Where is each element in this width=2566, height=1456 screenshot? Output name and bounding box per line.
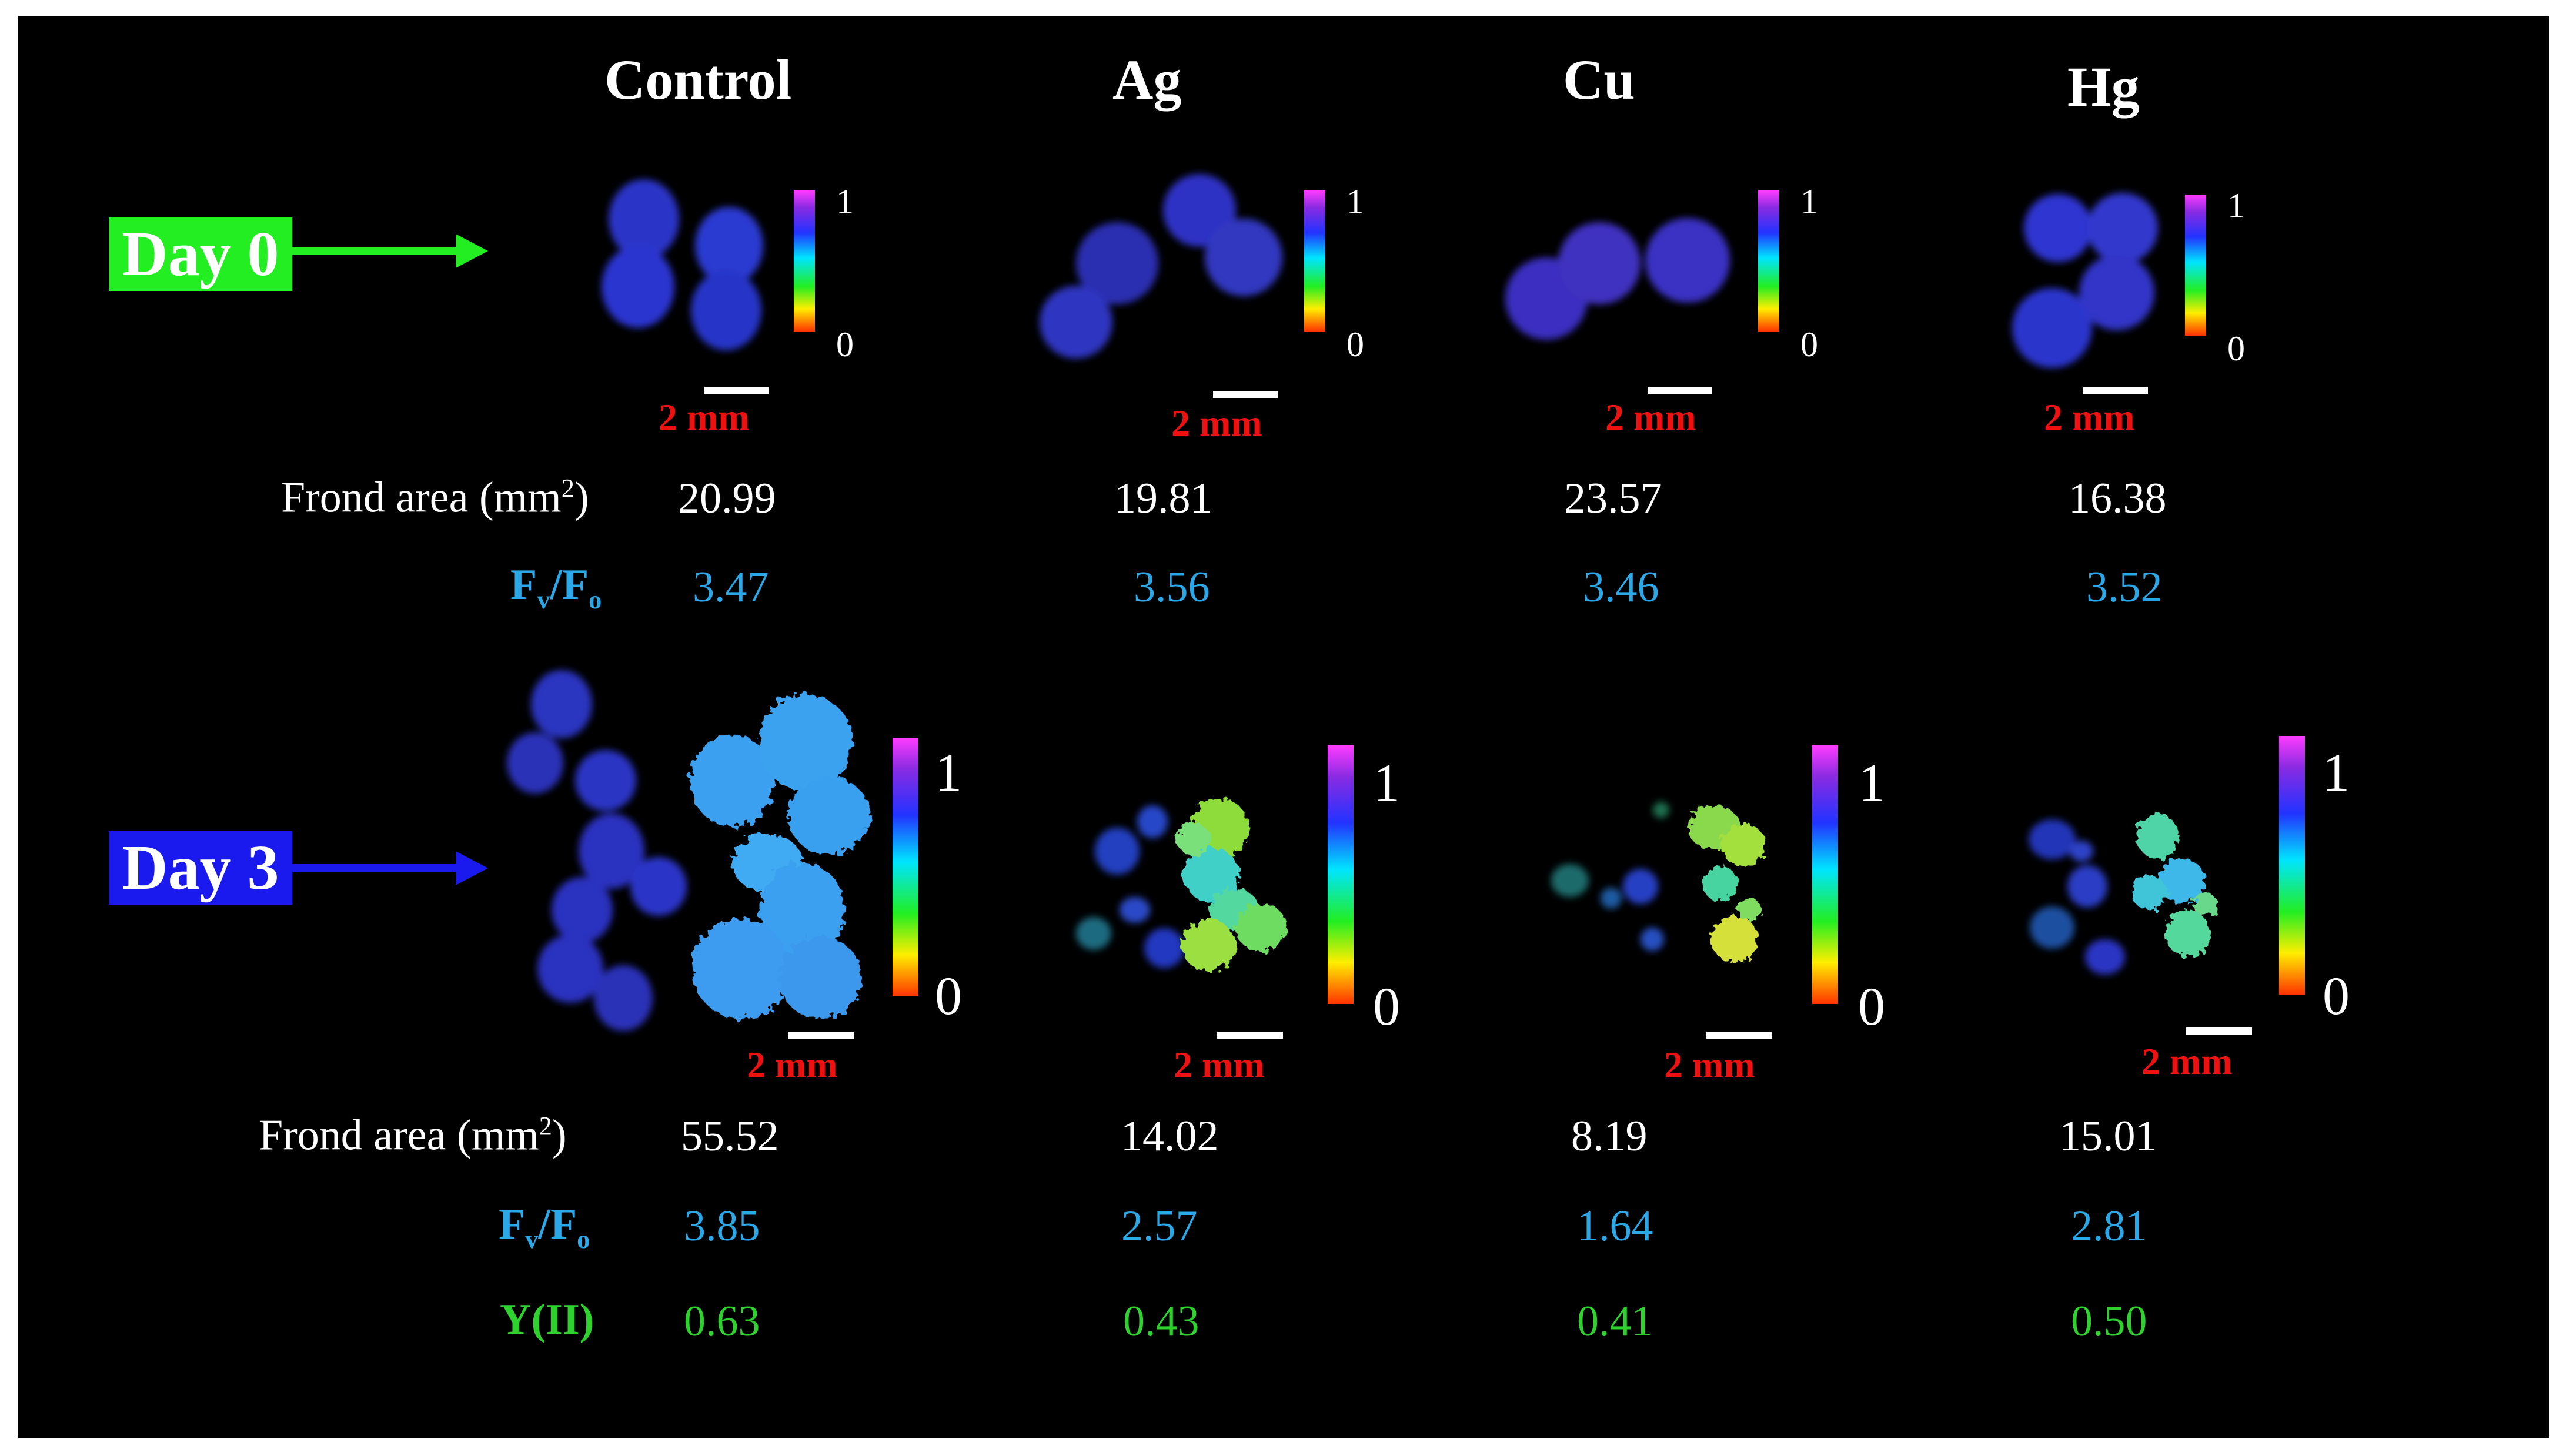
- column-header-cu: Cu: [1563, 48, 1635, 111]
- column-header-ag: Ag: [1112, 48, 1182, 111]
- day0-fvfo-cu: 3.46: [1583, 563, 1659, 611]
- column-header-hg: Hg: [2067, 55, 2140, 118]
- day3-cu-scalebar: [1706, 1032, 1772, 1039]
- day3-hg-colorbar-min: 0: [2323, 966, 2350, 1026]
- day0-ag-colorbar-min: 0: [1347, 325, 1364, 364]
- day3-hg-colorbar: [2279, 736, 2305, 995]
- day3-ag-scalebar-label: 2 mm: [1174, 1044, 1265, 1086]
- day0-control-colorbar: [794, 190, 815, 332]
- day3-cu-colorbar: [1812, 745, 1838, 1004]
- day3-ag-frond-image: [1076, 798, 1287, 971]
- day0-control-colorbar-max: 1: [836, 182, 854, 221]
- day3-fvfo-control: 3.85: [684, 1202, 760, 1250]
- day0-hg-scalebar-label: 2 mm: [2044, 396, 2135, 438]
- day3-frond-area-hg: 15.01: [2059, 1112, 2157, 1160]
- day3-yii-ag: 0.43: [1123, 1297, 1200, 1345]
- day3-control-frond-image: [507, 670, 870, 1031]
- day0-cu-scalebar-label: 2 mm: [1605, 396, 1696, 438]
- day3-cu-colorbar-min: 0: [1858, 976, 1885, 1036]
- day0-hg-colorbar-min: 0: [2227, 329, 2245, 368]
- day0-ag-frond-image: [1040, 174, 1282, 359]
- day3-frond-area-label: Frond area (mm2): [259, 1111, 567, 1160]
- day3-frond-area-cu: 8.19: [1571, 1112, 1648, 1160]
- day3-control-scalebar: [788, 1032, 854, 1039]
- day3-yii-label: Y(II): [500, 1296, 594, 1344]
- day3-fvfo-cu: 1.64: [1577, 1202, 1653, 1250]
- day0-cu-frond-image: [1505, 218, 1730, 340]
- day0-control-frond-image: [602, 179, 763, 350]
- day0-arrow: [288, 234, 488, 268]
- day3-frond-area-control: 55.52: [681, 1112, 779, 1160]
- day3-label: Day 3: [109, 831, 292, 905]
- day3-cu-colorbar-max: 1: [1858, 753, 1885, 813]
- day0-fvfo-control: 3.47: [693, 563, 769, 611]
- day3-fvfo-ag: 2.57: [1121, 1202, 1198, 1250]
- day0-cu-scalebar: [1648, 387, 1712, 394]
- day3-control-colorbar-max: 1: [935, 742, 962, 802]
- day0-fvfo-hg: 3.52: [2086, 563, 2163, 611]
- day0-frond-area-ag: 19.81: [1114, 474, 1212, 523]
- day3-frond-area-ag: 14.02: [1121, 1112, 1219, 1160]
- day0-label: Day 0: [109, 217, 292, 291]
- day3-fvfo-label: Fv/Fo: [499, 1200, 590, 1254]
- day0-cu-colorbar-min: 0: [1800, 325, 1818, 364]
- day0-frond-area-hg: 16.38: [2069, 474, 2167, 523]
- day3-control-colorbar: [893, 738, 918, 996]
- day0-ag-colorbar: [1304, 190, 1325, 332]
- day0-ag-colorbar-max: 1: [1347, 182, 1364, 221]
- day3-ag-colorbar-min: 0: [1373, 976, 1400, 1036]
- day3-yii-cu: 0.41: [1577, 1297, 1653, 1345]
- day3-hg-colorbar-max: 1: [2323, 742, 2350, 802]
- day3-hg-scalebar: [2186, 1027, 2252, 1035]
- day0-hg-colorbar: [2185, 195, 2206, 336]
- day3-hg-scalebar-label: 2 mm: [2141, 1040, 2233, 1082]
- day3-cu-frond-image: [1551, 802, 1766, 963]
- day0-fvfo-label: Fv/Fo: [510, 561, 602, 614]
- day3-control-colorbar-min: 0: [935, 966, 962, 1026]
- day0-control-scalebar: [704, 387, 769, 394]
- day0-frond-area-control: 20.99: [678, 474, 776, 523]
- figure-panel: Control Ag Cu Hg Day 0 Day 3 1 0 1 0 1 0…: [18, 16, 2549, 1438]
- day3-cu-scalebar-label: 2 mm: [1664, 1044, 1755, 1086]
- day3-ag-colorbar-max: 1: [1373, 753, 1400, 813]
- day0-fvfo-ag: 3.56: [1134, 563, 1210, 611]
- day0-frond-area-cu: 23.57: [1564, 474, 1662, 523]
- day0-control-scalebar-label: 2 mm: [659, 396, 750, 438]
- day0-hg-colorbar-max: 1: [2227, 186, 2245, 225]
- column-header-control: Control: [604, 48, 792, 111]
- day0-control-colorbar-min: 0: [836, 325, 854, 364]
- day0-ag-scalebar: [1213, 391, 1278, 398]
- day3-arrow: [288, 851, 488, 885]
- day0-hg-scalebar: [2083, 387, 2148, 394]
- day3-fvfo-hg: 2.81: [2071, 1202, 2147, 1250]
- day3-ag-scalebar: [1217, 1032, 1283, 1039]
- figure-graphics: [288, 174, 2305, 1039]
- day3-yii-hg: 0.50: [2071, 1297, 2147, 1345]
- day3-control-scalebar-label: 2 mm: [747, 1044, 838, 1086]
- day3-ag-colorbar: [1328, 745, 1354, 1004]
- day0-cu-colorbar: [1758, 190, 1779, 332]
- day0-hg-frond-image: [2012, 193, 2158, 368]
- day3-hg-frond-image: [2029, 814, 2217, 975]
- day0-cu-colorbar-max: 1: [1800, 182, 1818, 221]
- day0-ag-scalebar-label: 2 mm: [1171, 402, 1262, 444]
- day3-yii-control: 0.63: [684, 1297, 760, 1345]
- day0-frond-area-label: Frond area (mm2): [281, 473, 589, 522]
